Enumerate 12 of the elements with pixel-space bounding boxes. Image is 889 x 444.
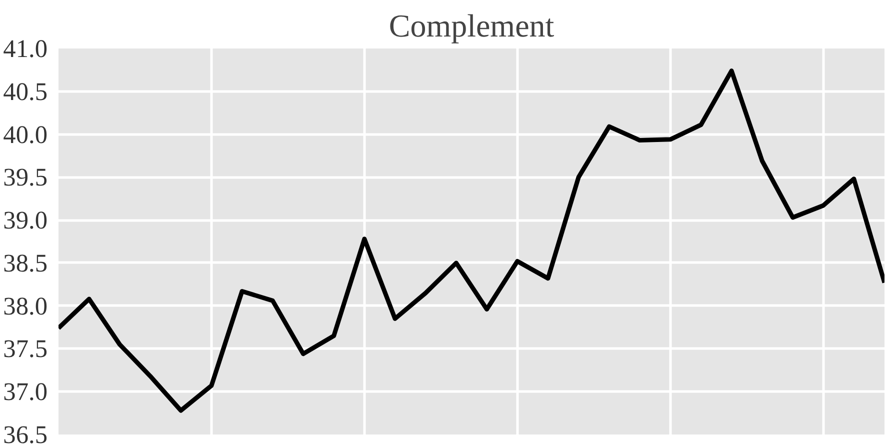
y-tick-label: 36.5 [3,421,48,444]
y-tick-label: 39.0 [3,206,48,235]
y-tick-label: 37.5 [3,335,48,364]
y-tick-label: 39.5 [3,164,48,192]
chart-title: Complement [388,8,554,44]
y-tick-label: 38.5 [3,249,48,278]
line-series [58,68,884,413]
y-tick-label: 40.0 [3,120,48,149]
y-tick-label: 40.5 [3,78,48,106]
y-tick-label: 41.0 [3,35,48,63]
y-tick-label: 38.0 [3,292,48,320]
y-tick-label: 37.0 [3,378,48,406]
